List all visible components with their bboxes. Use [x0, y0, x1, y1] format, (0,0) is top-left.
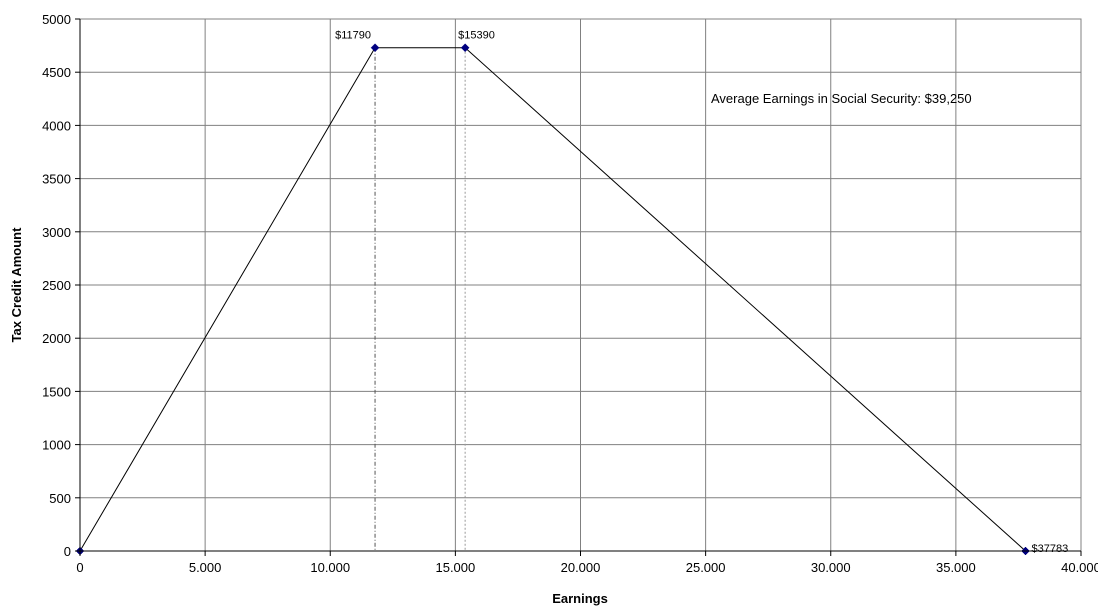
data-point-marker	[460, 43, 470, 53]
average-earnings-annotation: Average Earnings in Social Security: $39…	[711, 91, 972, 106]
series-line	[79, 47, 1026, 552]
x-tick-label: 35.000	[936, 560, 976, 575]
x-axis-title: Earnings	[552, 591, 608, 606]
data-series: $11790 $15390 $37783	[75, 30, 1069, 556]
y-tick-label: 3500	[42, 172, 71, 187]
x-tick-label: 25.000	[686, 560, 726, 575]
y-tick-label: 0	[64, 544, 71, 559]
y-axis-title: Tax Credit Amount	[9, 227, 24, 343]
y-tick-label: 500	[49, 491, 71, 506]
x-tick-label: 0	[76, 560, 83, 575]
data-point-marker	[370, 43, 380, 53]
y-tick-label: 1500	[42, 384, 71, 399]
data-point-label: $11790	[335, 30, 371, 42]
x-tick-label: 30.000	[811, 560, 851, 575]
x-tick-label: 15.000	[435, 560, 475, 575]
x-tick-label: 5.000	[189, 560, 222, 575]
x-tick-label: 40.000	[1061, 560, 1098, 575]
y-tick-label: 4500	[42, 65, 71, 80]
y-tick-label: 2500	[42, 278, 71, 293]
y-tick-label: 5000	[42, 12, 71, 27]
data-point-label: $15390	[458, 30, 495, 42]
axes: 0 5.000 10.000 15.000 20.000 25.000 30.000 35.0…	[42, 12, 1098, 575]
y-tick-label: 3000	[42, 225, 71, 240]
y-tick-label: 1000	[42, 438, 71, 453]
gridlines	[80, 18, 1082, 551]
x-tick-label: 10.000	[310, 560, 350, 575]
y-tick-label: 2000	[42, 331, 71, 346]
data-point-label: $37783	[1032, 543, 1069, 555]
reference-lines	[374, 47, 466, 551]
y-tick-label: 4000	[42, 118, 71, 133]
x-tick-label: 20.000	[561, 560, 601, 575]
